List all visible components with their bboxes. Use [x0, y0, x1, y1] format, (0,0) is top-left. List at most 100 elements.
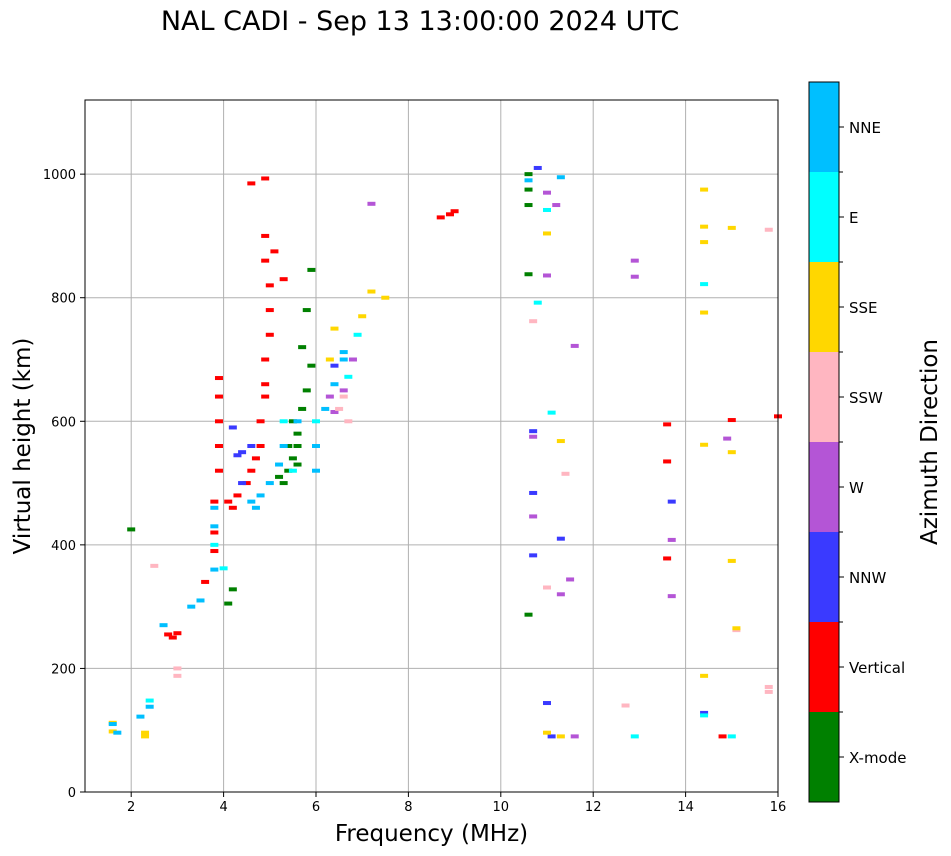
data-point — [173, 666, 182, 671]
data-point — [150, 563, 159, 568]
data-point — [164, 632, 173, 637]
data-point — [727, 450, 736, 455]
data-point — [524, 187, 533, 192]
data-point — [339, 388, 348, 393]
data-point — [238, 450, 247, 455]
chart-title: NAL CADI - Sep 13 13:00:00 2024 UTC — [160, 6, 680, 37]
x-tick-label: 10 — [493, 800, 510, 815]
data-point — [543, 231, 551, 236]
data-point — [265, 308, 274, 313]
data-point — [210, 524, 219, 529]
data-point — [330, 410, 339, 415]
data-point — [228, 505, 237, 510]
y-tick-label: 400 — [51, 539, 76, 554]
data-point — [141, 734, 150, 739]
data-point — [307, 267, 316, 272]
data-point — [214, 376, 223, 381]
data-point — [700, 224, 709, 229]
data-point — [700, 673, 709, 678]
data-point — [547, 410, 556, 415]
data-point — [566, 577, 575, 582]
data-point — [630, 274, 639, 279]
data-point — [543, 207, 551, 212]
data-point — [353, 332, 362, 337]
data-point — [210, 567, 219, 572]
data-point — [529, 434, 538, 439]
colorbar-segment — [809, 82, 839, 172]
data-point — [141, 730, 150, 735]
data-point — [261, 233, 270, 238]
data-point — [663, 459, 672, 464]
data-point — [224, 499, 233, 504]
colorbar: X-mode Vertical NNW W SSW SSE E NNE — [808, 81, 906, 803]
data-point — [108, 722, 117, 727]
data-point — [727, 418, 736, 423]
data-point — [450, 209, 459, 214]
data-point — [524, 203, 533, 208]
data-point — [630, 734, 639, 739]
data-point — [247, 181, 256, 186]
colorbar-tick-label: X-mode — [849, 749, 906, 767]
data-point — [265, 283, 274, 288]
data-point — [764, 227, 773, 232]
data-point — [145, 698, 154, 703]
colorbar-tick-label: W — [849, 479, 864, 497]
data-point — [233, 493, 242, 498]
data-point — [533, 300, 542, 305]
colorbar-segment — [809, 352, 839, 442]
data-point — [173, 673, 182, 678]
data-point — [108, 729, 117, 734]
data-point — [261, 258, 270, 263]
data-point — [275, 462, 284, 467]
data-point — [325, 394, 334, 399]
data-point — [700, 442, 709, 447]
data-point — [321, 406, 330, 411]
series-x-mode — [127, 172, 533, 617]
data-point — [270, 249, 279, 254]
x-tick-label: 16 — [770, 800, 787, 815]
data-point — [210, 549, 219, 554]
data-point — [293, 462, 302, 467]
colorbar-segment — [809, 172, 839, 262]
data-point — [344, 419, 353, 424]
data-point — [251, 505, 260, 510]
data-point — [247, 468, 256, 473]
data-point — [256, 493, 265, 498]
data-point — [214, 394, 223, 399]
data-point — [381, 295, 390, 300]
y-tick-label: 1000 — [43, 168, 76, 183]
data-point — [293, 444, 302, 448]
data-point — [307, 363, 316, 368]
data-point — [700, 282, 709, 287]
data-point — [288, 419, 297, 424]
data-point — [210, 530, 219, 535]
x-tick-label: 2 — [127, 800, 135, 815]
colorbar-tick-label: NNE — [849, 119, 881, 137]
data-point — [228, 425, 237, 430]
data-point — [570, 343, 579, 348]
data-point — [547, 734, 556, 739]
x-tick-label: 14 — [677, 800, 694, 815]
colorbar-segment — [809, 712, 839, 802]
data-point — [663, 556, 672, 561]
data-point — [288, 468, 297, 473]
data-point — [727, 734, 736, 739]
x-tick-label: 8 — [404, 800, 412, 815]
data-point — [238, 481, 247, 486]
data-point — [279, 444, 288, 448]
data-point — [312, 444, 320, 448]
data-point — [700, 710, 709, 715]
data-point — [312, 468, 320, 473]
y-tick-label: 0 — [68, 786, 76, 801]
data-point — [279, 277, 288, 282]
data-point — [293, 419, 302, 424]
data-point — [214, 419, 223, 424]
data-point — [302, 388, 311, 393]
data-point — [348, 357, 357, 362]
data-point — [210, 505, 219, 510]
colorbar-tick-label: SSW — [849, 389, 883, 407]
data-point — [718, 734, 727, 739]
series-ssw — [150, 227, 773, 708]
data-point — [700, 310, 709, 315]
